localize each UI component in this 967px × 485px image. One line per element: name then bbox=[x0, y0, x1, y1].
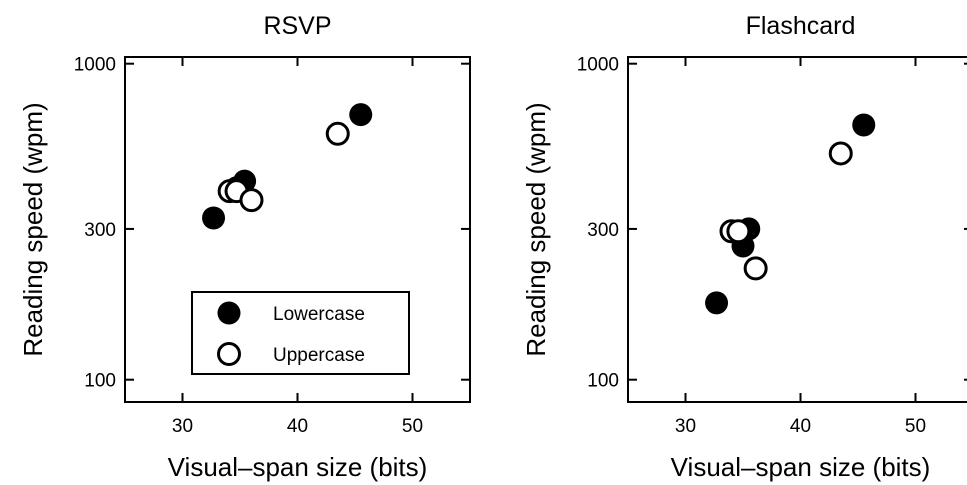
legend-marker-filled bbox=[217, 301, 241, 325]
plot-frame bbox=[627, 56, 967, 403]
data-point-uppercase bbox=[743, 256, 768, 281]
data-point-uppercase bbox=[325, 121, 350, 146]
legend-label: Uppercase bbox=[273, 345, 365, 366]
legend-label: Lowercase bbox=[273, 304, 365, 325]
y-axis-label: Reading speed (wpm) bbox=[521, 102, 551, 356]
data-point-lowercase bbox=[705, 291, 729, 315]
data-point-lowercase bbox=[349, 103, 373, 127]
data-point-lowercase bbox=[852, 113, 876, 137]
x-tick-label: 50 bbox=[402, 416, 423, 437]
chart-title: Flashcard bbox=[746, 12, 856, 40]
data-point-uppercase bbox=[726, 219, 751, 244]
y-tick-label: 300 bbox=[587, 220, 619, 241]
legend: Lowercase Uppercase bbox=[191, 291, 410, 375]
x-tick-label: 30 bbox=[675, 416, 696, 437]
y-tick-label: 300 bbox=[84, 220, 116, 241]
legend-marker-open bbox=[217, 342, 241, 366]
chart-panel-1: RSVP 30 40 50 100 300 1000 Visual–span size (bi… bbox=[18, 12, 471, 482]
y-axis-label: Reading speed (wpm) bbox=[18, 102, 48, 356]
data-point-uppercase bbox=[828, 141, 853, 166]
y-tick-label: 1000 bbox=[74, 55, 116, 76]
x-tick-label: 40 bbox=[287, 416, 308, 437]
chart-title: RSVP bbox=[263, 12, 331, 40]
y-tick-label: 100 bbox=[84, 371, 116, 392]
x-tick-label: 40 bbox=[790, 416, 811, 437]
chart-panel-2: Flashcard 30 40 50 100 300 1000 Visual–span siz… bbox=[521, 12, 967, 482]
x-tick-label: 50 bbox=[905, 416, 926, 437]
y-tick-label: 100 bbox=[587, 371, 619, 392]
data-point-uppercase bbox=[239, 188, 264, 213]
x-axis-label: Visual–span size (bits) bbox=[671, 452, 931, 482]
x-axis-label: Visual–span size (bits) bbox=[168, 452, 428, 482]
data-point-lowercase bbox=[202, 206, 226, 230]
x-tick-label: 30 bbox=[172, 416, 193, 437]
y-tick-label: 1000 bbox=[577, 55, 619, 76]
